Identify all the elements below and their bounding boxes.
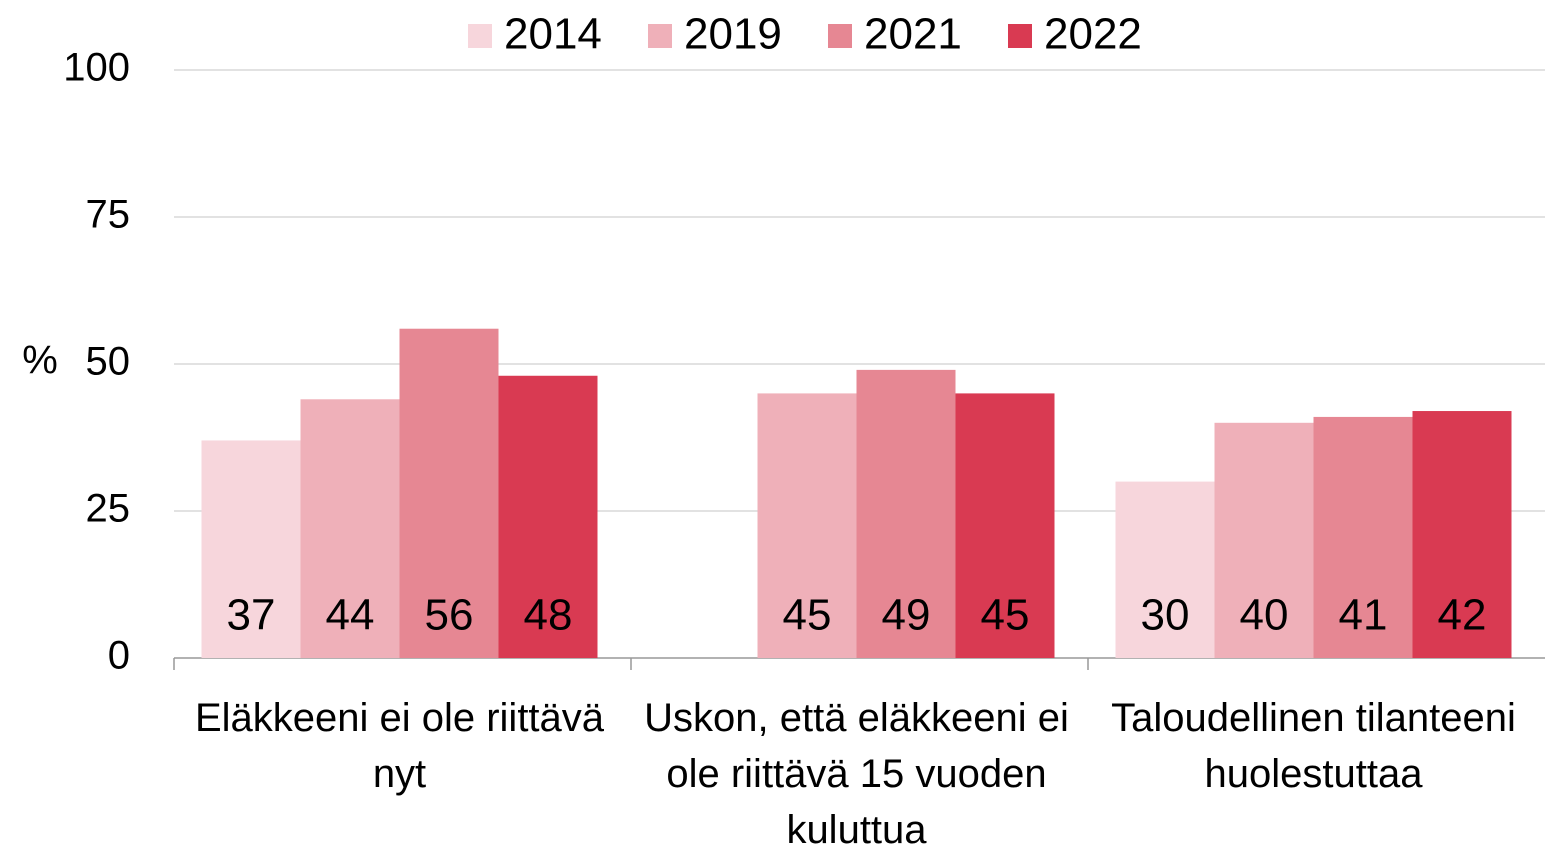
data-label: 44 (326, 591, 375, 640)
y-tick-label: 25 (86, 487, 131, 531)
data-label: 30 (1141, 591, 1190, 640)
data-label: 45 (981, 591, 1030, 640)
data-label: 40 (1240, 591, 1289, 640)
bar (1214, 422, 1314, 658)
legend-label: 2019 (684, 10, 782, 59)
y-tick-label: 75 (86, 193, 131, 237)
y-tick-label: 100 (63, 46, 130, 90)
y-tick-label: 50 (86, 340, 131, 384)
data-label: 45 (783, 591, 832, 640)
data-label: 42 (1438, 591, 1487, 640)
bar (1313, 416, 1413, 658)
x-tick-label: Eläkkeeni ei ole riittävä nyt (194, 696, 605, 796)
data-label: 56 (425, 591, 474, 640)
x-tick-label: Taloudellinen tilanteeni huolestuttaa (1111, 696, 1516, 796)
y-axis-label: % (22, 339, 58, 383)
bar (1115, 481, 1215, 658)
bar (399, 328, 499, 658)
legend-swatch (828, 24, 852, 48)
bar (300, 399, 400, 658)
bar (955, 393, 1055, 658)
bar (201, 440, 301, 658)
data-label: 41 (1339, 591, 1388, 640)
legend-label: 2021 (864, 10, 962, 59)
legend-label: 2022 (1044, 10, 1142, 59)
y-tick-label: 0 (108, 634, 130, 678)
legend-swatch (1008, 24, 1032, 48)
bar (498, 375, 598, 658)
legend-label: 2014 (504, 10, 602, 59)
bar (757, 393, 857, 658)
x-tick-label: Uskon, että eläkkeeni ei ole riittävä 15… (644, 696, 1069, 844)
data-label: 48 (524, 591, 573, 640)
data-label: 49 (882, 591, 931, 640)
legend-swatch (468, 24, 492, 48)
legend-swatch (648, 24, 672, 48)
bar (856, 369, 956, 658)
data-label: 37 (227, 591, 276, 640)
bar (1412, 411, 1512, 658)
